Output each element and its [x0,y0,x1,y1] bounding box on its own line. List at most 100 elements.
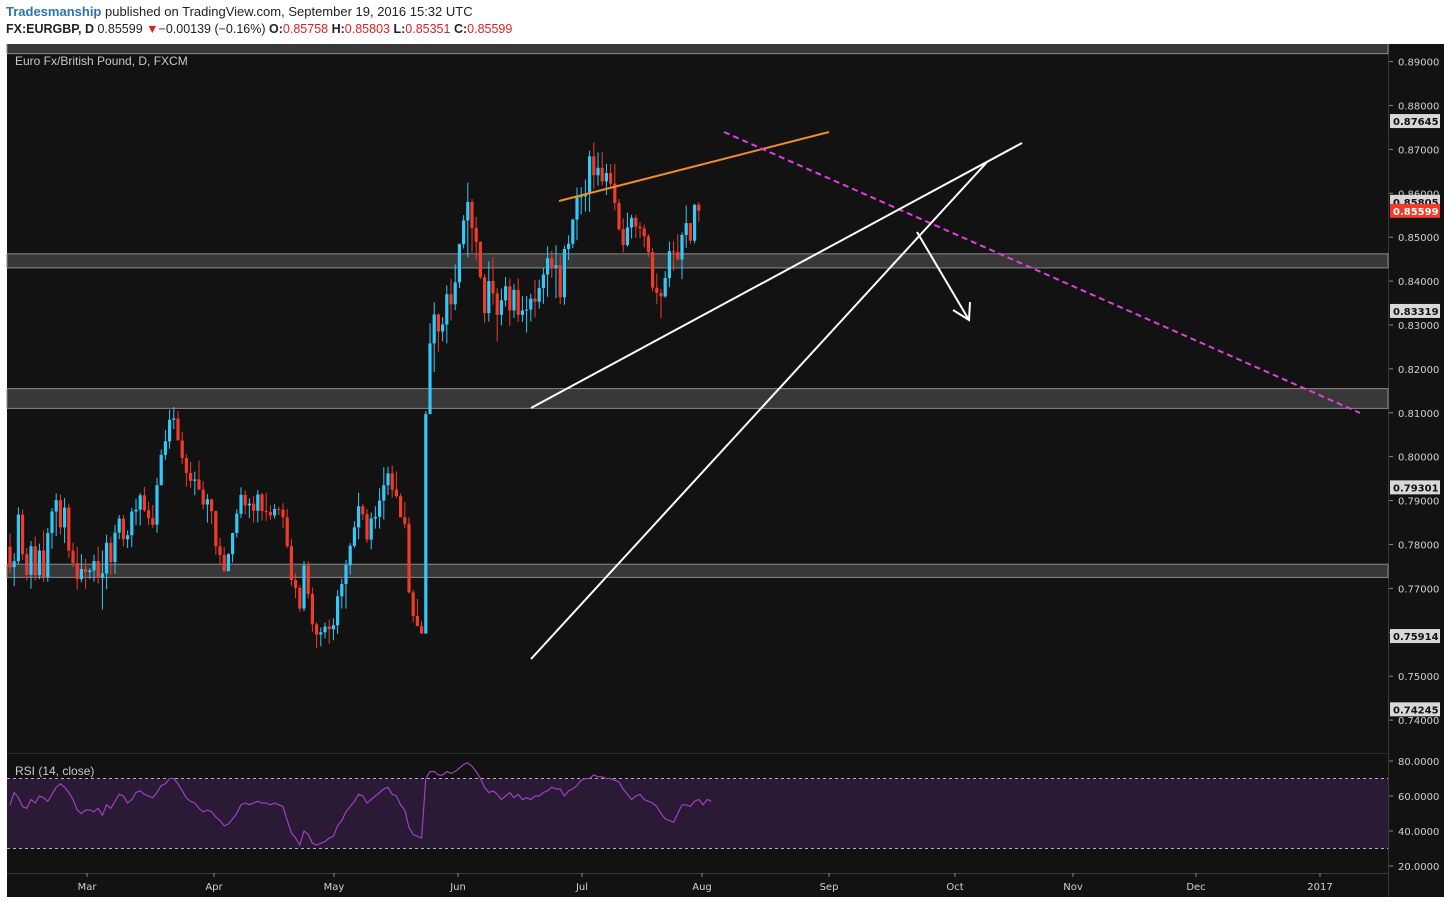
candle-down [420,626,424,634]
price-tag-label: 0.83319 [1393,307,1439,318]
candle-up [520,310,524,315]
candle-up [529,298,533,310]
trendline-drawings[interactable] [530,131,1361,660]
candle-down [478,241,482,278]
rsi-band [7,778,1388,849]
candle-down [617,202,621,230]
candle-up [323,626,327,633]
magenta-dashed-trendline[interactable] [723,131,1361,414]
candle-up [693,204,697,241]
candle-down [688,223,692,241]
candle-down [180,440,184,458]
candle-up [537,288,541,302]
y-tick-label: 0.85000 [1398,233,1439,244]
candle-down [75,562,79,580]
x-tick-label: 2017 [1307,882,1332,893]
down-arrow-shaft[interactable] [916,231,970,321]
candle-down [306,565,310,595]
rsi-tick-label: 20.0000 [1398,862,1439,873]
candle-down [361,506,365,515]
price-chart[interactable]: 20.0000 40.0000 60.0000 80.0000 0.74000 0.75… [0,44,1444,902]
symbol-label: FX:EURGBP, D [6,22,94,36]
candle-down [96,561,100,578]
candle-down [285,517,289,547]
candle-down [252,503,256,511]
wedge-upper-line[interactable] [530,142,1023,409]
candle-up [336,596,340,626]
candle-up [525,309,529,311]
candle-down [189,472,193,481]
candle-down [697,204,701,211]
candle-up [117,518,121,533]
down-arrow-head-icon [952,301,971,322]
candle-up [625,227,629,246]
price-tag-label: 0.85805 [1393,198,1439,209]
candle-down [474,227,478,242]
rsi-tick-label: 80.0000 [1398,757,1439,768]
candle-up [567,243,571,250]
candle-up [79,569,83,580]
candlestick-series [8,142,701,649]
candle-up [604,173,608,182]
x-tick-label: Mar [78,882,98,893]
candle-up [344,565,348,584]
candle-up [386,473,390,486]
candle-up [369,518,373,540]
candle-up [16,514,20,562]
rsi-title: RSI (14, close) [15,764,94,778]
candle-down [495,293,499,315]
candle-down [613,183,617,203]
candle-down [592,156,596,176]
candle-down [550,258,554,268]
candle-up [12,561,16,568]
candle-down [315,624,319,635]
zone-band[interactable] [6,253,1389,269]
candle-up [512,289,516,311]
price-axis[interactable] [1389,44,1444,897]
x-tick-label: Apr [205,882,223,893]
x-tick-label: Sep [820,882,839,893]
candle-down [121,518,125,540]
candle-up [357,506,361,528]
rsi-indicator: 20.0000 40.0000 60.0000 80.0000 [7,757,1439,873]
candle-up [466,202,470,221]
candle-down [151,518,155,525]
candle-up [205,499,209,505]
candle-up [155,485,159,525]
candle-up [541,274,545,289]
candle-down [403,517,407,524]
candle-up [441,324,445,332]
orange-resistance-line[interactable] [558,131,830,202]
candle-up [226,554,230,572]
candle-down [67,507,71,551]
candle-down [33,546,37,576]
candle-down [21,514,25,555]
close-label: C: [453,22,468,36]
candle-up [684,223,688,235]
symbol-line: FX:EURGBP, D 0.85599 ▼−0.00139 (−0.16%) … [6,22,512,36]
zone-band[interactable] [6,563,1389,578]
candle-up [432,314,436,344]
candle-up [134,509,138,512]
candle-up [50,511,54,534]
zone-band[interactable] [6,44,1389,55]
candle-up [575,196,579,220]
candle-down [214,511,218,547]
candle-down [222,555,226,572]
candle-up [256,494,260,511]
candle-up [331,625,335,630]
candle-up [680,234,684,260]
rsi-line [9,762,712,847]
candle-up [428,343,432,415]
price-tag-label: 0.75914 [1393,632,1439,643]
author-link[interactable]: Tradesmanship [6,4,102,19]
last-price-tag [1390,203,1440,218]
candle-up [554,265,558,268]
candle-up [667,251,671,278]
zone-band[interactable] [6,388,1389,409]
candle-down [218,546,222,556]
time-axis[interactable] [7,873,1388,897]
candle-up [546,258,550,275]
x-tick-label: Nov [1063,882,1083,893]
wedge-lower-line[interactable] [530,160,989,660]
